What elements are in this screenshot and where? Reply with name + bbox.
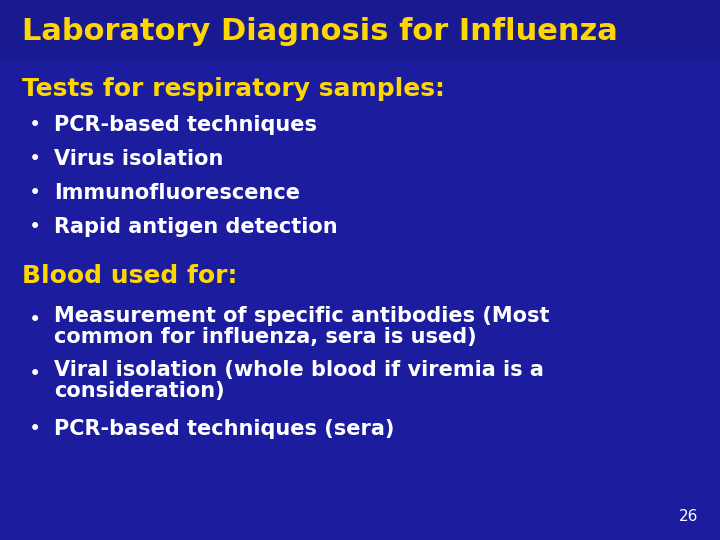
Text: •: •	[29, 183, 41, 203]
Text: Laboratory Diagnosis for Influenza: Laboratory Diagnosis for Influenza	[22, 17, 617, 46]
Text: •: •	[29, 419, 41, 440]
Text: PCR-based techniques: PCR-based techniques	[54, 115, 317, 136]
FancyBboxPatch shape	[0, 0, 720, 62]
Text: •: •	[29, 309, 41, 330]
Text: Rapid antigen detection: Rapid antigen detection	[54, 217, 338, 237]
Text: Virus isolation: Virus isolation	[54, 149, 223, 170]
Text: •: •	[29, 115, 41, 136]
Text: •: •	[29, 363, 41, 384]
Text: Tests for respiratory samples:: Tests for respiratory samples:	[22, 77, 444, 101]
Text: Viral isolation (whole blood if viremia is a: Viral isolation (whole blood if viremia …	[54, 360, 544, 380]
Text: Blood used for:: Blood used for:	[22, 265, 237, 288]
Text: consideration): consideration)	[54, 381, 225, 402]
Text: common for influenza, sera is used): common for influenza, sera is used)	[54, 327, 477, 348]
Text: PCR-based techniques (sera): PCR-based techniques (sera)	[54, 419, 395, 440]
Text: Immunofluorescence: Immunofluorescence	[54, 183, 300, 203]
Text: 26: 26	[679, 509, 698, 524]
Text: Measurement of specific antibodies (Most: Measurement of specific antibodies (Most	[54, 306, 549, 326]
Text: •: •	[29, 217, 41, 237]
Text: •: •	[29, 149, 41, 170]
